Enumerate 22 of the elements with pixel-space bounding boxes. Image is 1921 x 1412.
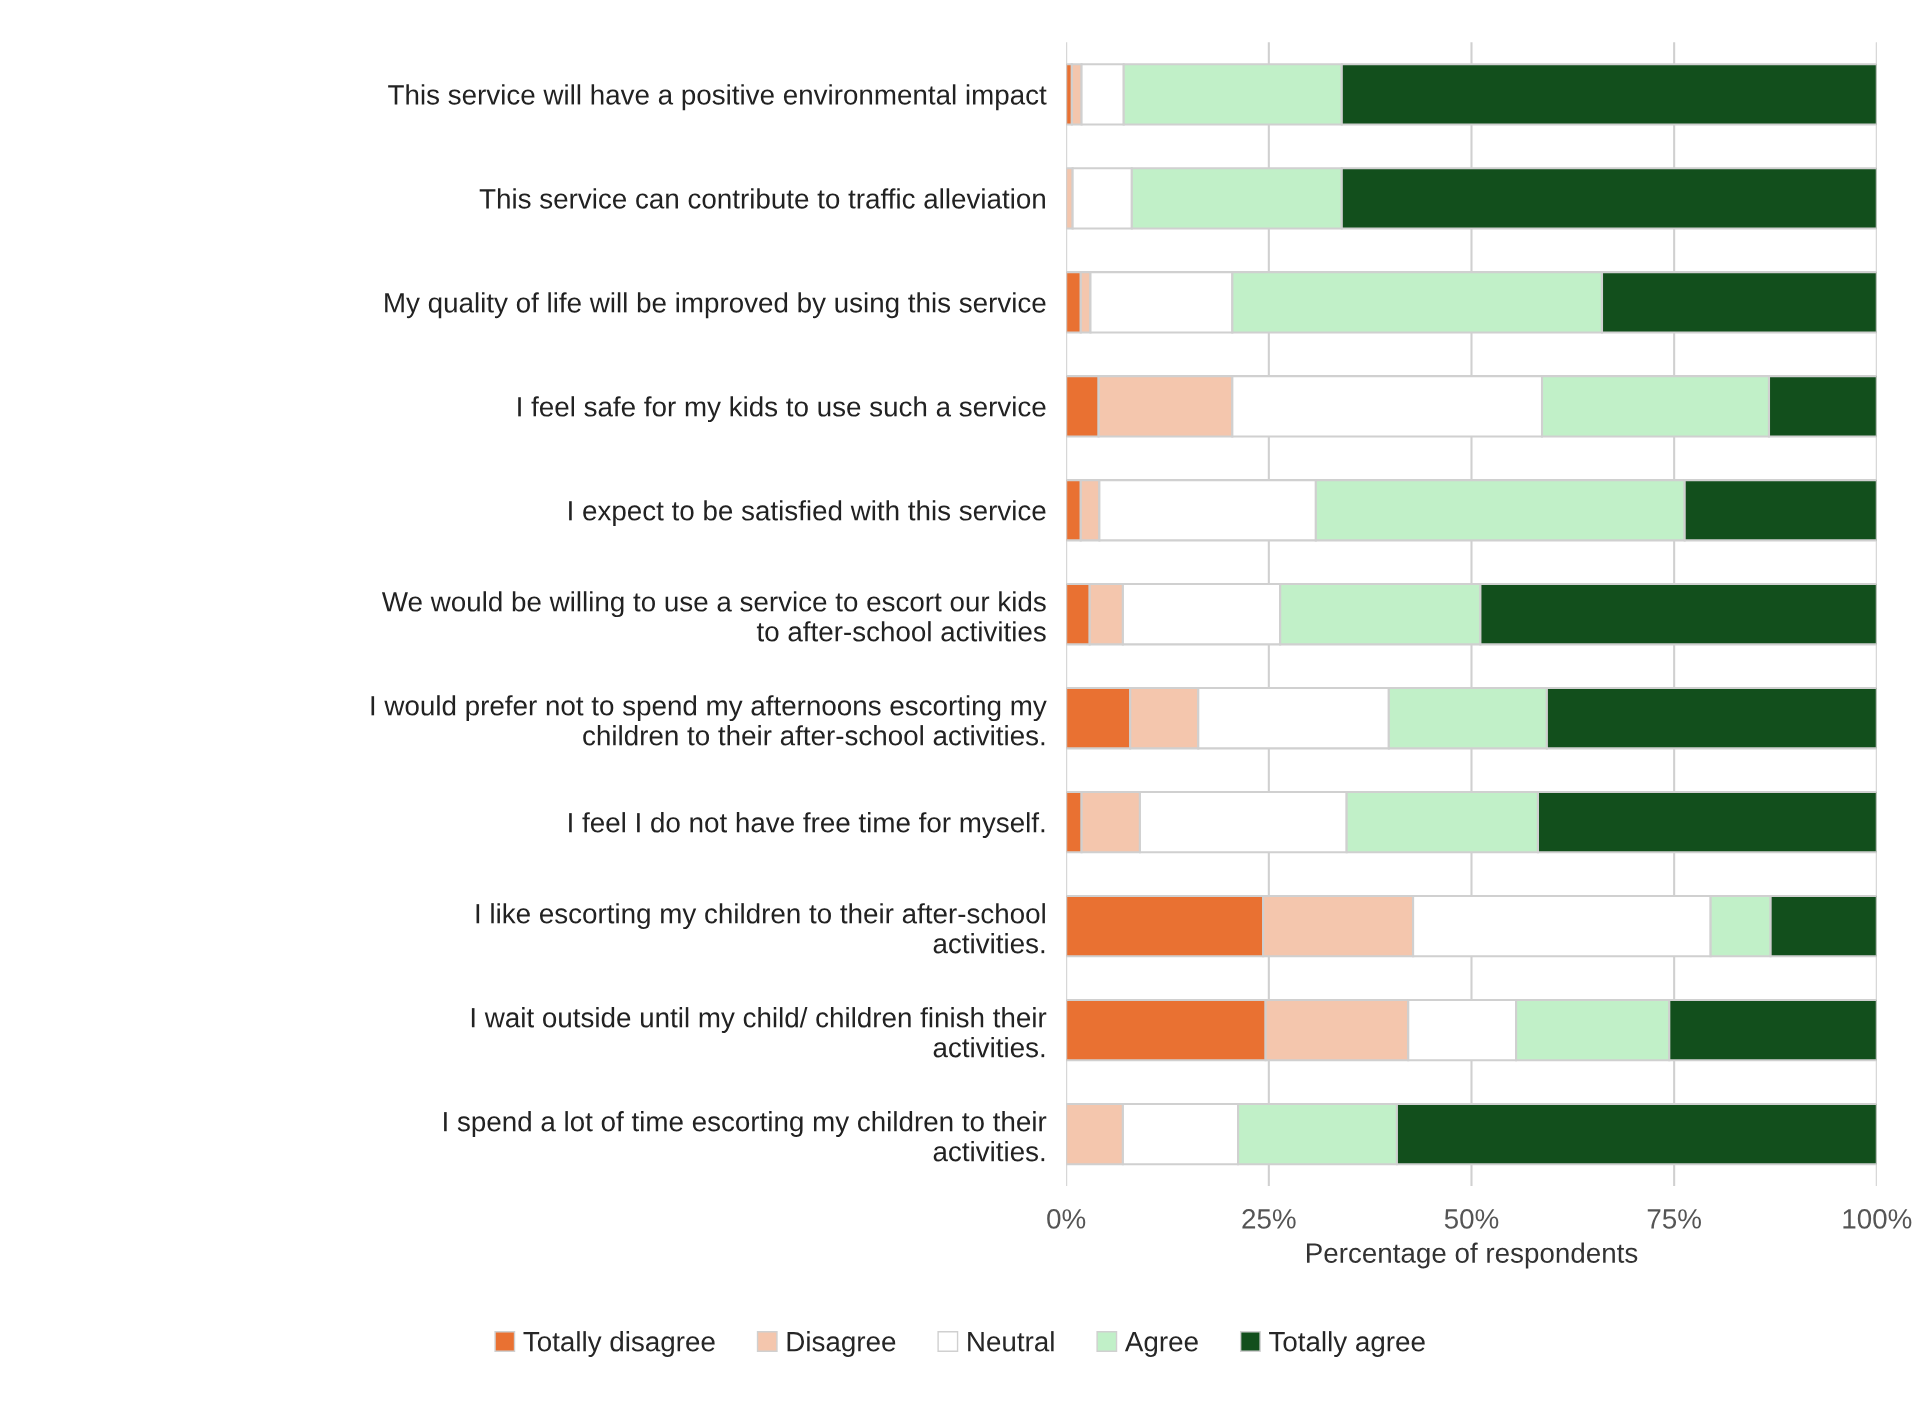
y-tick-label: I like escorting my children to their after-school activities. [476, 903, 1045, 954]
x-tick-label: 75% [1647, 1209, 1701, 1229]
y-tick-label: I feel safe for my kids to use such a service [518, 396, 1046, 423]
legend-label: Neutral [968, 1331, 1054, 1352]
legend-label: Totally disagree [523, 1331, 715, 1357]
legend-label: Agree [1124, 1332, 1198, 1357]
y-tick-label: I feel I do not have free time for myself. [569, 812, 1045, 838]
y-tick-label: This service can contribute to traffic alleviation [479, 188, 1045, 209]
x-tick-label: 25% [1242, 1209, 1296, 1229]
y-tick-label: My quality of life will be improved by using this service [385, 292, 1046, 319]
x-tick-label: 100% [1843, 1209, 1912, 1229]
x-tick-label: 50% [1444, 1209, 1499, 1229]
y-tick-label: I wait outside until my child/ children finish their activities. [471, 1007, 1047, 1058]
x-axis-title: Percentage of respondents [1307, 1242, 1638, 1269]
y-tick-label: I would prefer not to spend my afternoons escorting my children to their after-school activities. [371, 695, 1047, 746]
y-tick-label: We would be willing to use a service to escort our kids to after-school activities [381, 591, 1046, 642]
x-tick-label: 0% [1047, 1209, 1086, 1229]
y-tick-label: I spend a lot of time escorting my children to their activities. [444, 1111, 1047, 1162]
y-tick-label: This service will have a positive environmental impact [388, 84, 1047, 111]
legend-label: Disagree [787, 1331, 896, 1357]
legend-label: Totally agree [1269, 1331, 1425, 1357]
y-tick-label: I expect to be satisfied with this service [569, 500, 1046, 527]
